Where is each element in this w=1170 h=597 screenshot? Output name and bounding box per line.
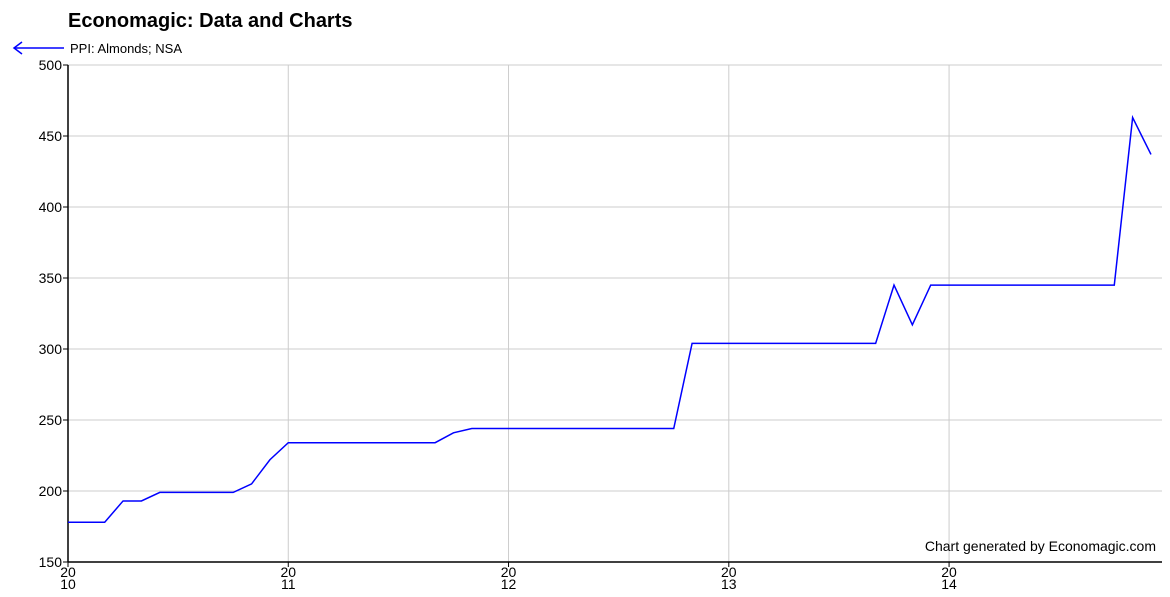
y-tick-label: 400 bbox=[39, 199, 63, 215]
legend-arrow bbox=[12, 41, 64, 55]
x-tick-label: 20 13 bbox=[721, 564, 737, 592]
y-tick-label: 350 bbox=[39, 270, 63, 286]
chart-title: Economagic: Data and Charts bbox=[68, 10, 353, 32]
x-tick-label: 20 10 bbox=[60, 564, 76, 592]
legend-arrowhead bbox=[12, 41, 23, 55]
legend-label: PPI: Almonds; NSA bbox=[70, 41, 182, 56]
annotation: Chart generated by Economagic.com bbox=[925, 538, 1156, 554]
y-tick-label: 500 bbox=[39, 57, 63, 73]
y-tick-label: 150 bbox=[39, 554, 63, 570]
x-tick-label: 20 11 bbox=[280, 564, 297, 592]
x-tick-label: 20 14 bbox=[941, 564, 957, 592]
y-tick-label: 450 bbox=[39, 128, 63, 144]
y-tick-label: 300 bbox=[39, 341, 63, 357]
y-tick-label: 250 bbox=[39, 412, 63, 428]
data-line bbox=[68, 114, 1152, 523]
y-tick-label: 200 bbox=[39, 483, 63, 499]
x-tick-label: 20 12 bbox=[500, 564, 517, 592]
